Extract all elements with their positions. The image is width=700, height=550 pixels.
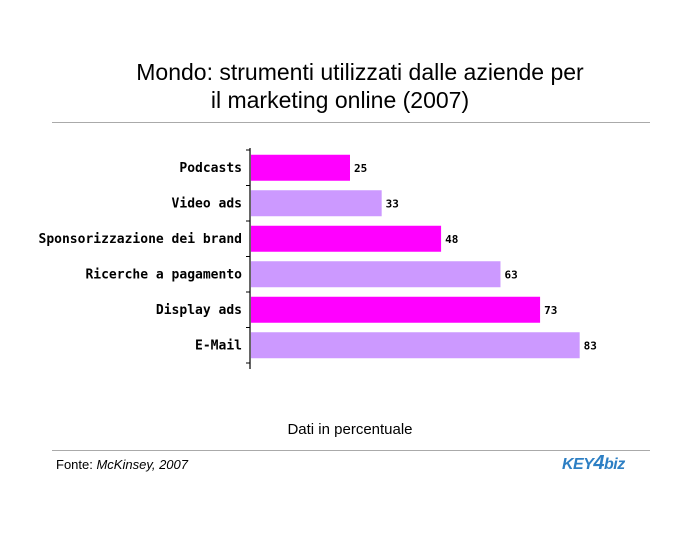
bar-4	[251, 296, 541, 323]
logo-part-key: KEY	[562, 456, 594, 473]
data-label: 73	[544, 304, 557, 317]
source-prefix: Fonte:	[56, 457, 97, 472]
data-label: 48	[445, 233, 458, 246]
category-label: Display ads	[156, 303, 242, 318]
bottom-divider	[52, 450, 650, 451]
data-label: 33	[386, 197, 399, 210]
category-label: Podcasts	[179, 161, 242, 176]
key4biz-logo: KEY4biz	[562, 452, 625, 475]
category-label: E-Mail	[195, 338, 242, 353]
logo-part-4: 4	[593, 452, 605, 474]
logo-part-biz: biz	[604, 456, 625, 473]
bar-2	[251, 225, 442, 252]
data-label: 83	[584, 339, 597, 352]
category-label: Ricerche a pagamento	[85, 267, 242, 282]
bar-5	[251, 332, 580, 359]
category-label: Sponsorizzazione dei brand	[39, 232, 243, 247]
bar-3	[251, 261, 501, 288]
chart-footnote: Dati in percentuale	[287, 421, 413, 438]
chart-title-line-1: Mondo: strumenti utilizzati dalle aziend…	[136, 59, 584, 85]
bar-chart: Podcasts 25 Video ads 33 Sponsorizzazione de…	[39, 148, 597, 369]
bar-1	[251, 190, 382, 217]
category-label: Video ads	[172, 196, 242, 211]
source-name: McKinsey, 2007	[96, 457, 188, 472]
source-note: Fonte: McKinsey, 2007	[56, 457, 188, 472]
data-label: 25	[354, 162, 367, 175]
top-divider	[52, 122, 650, 123]
chart-title-line-2: il marketing online (2007)	[210, 87, 470, 113]
data-label: 63	[504, 268, 517, 281]
bar-0	[251, 154, 350, 181]
